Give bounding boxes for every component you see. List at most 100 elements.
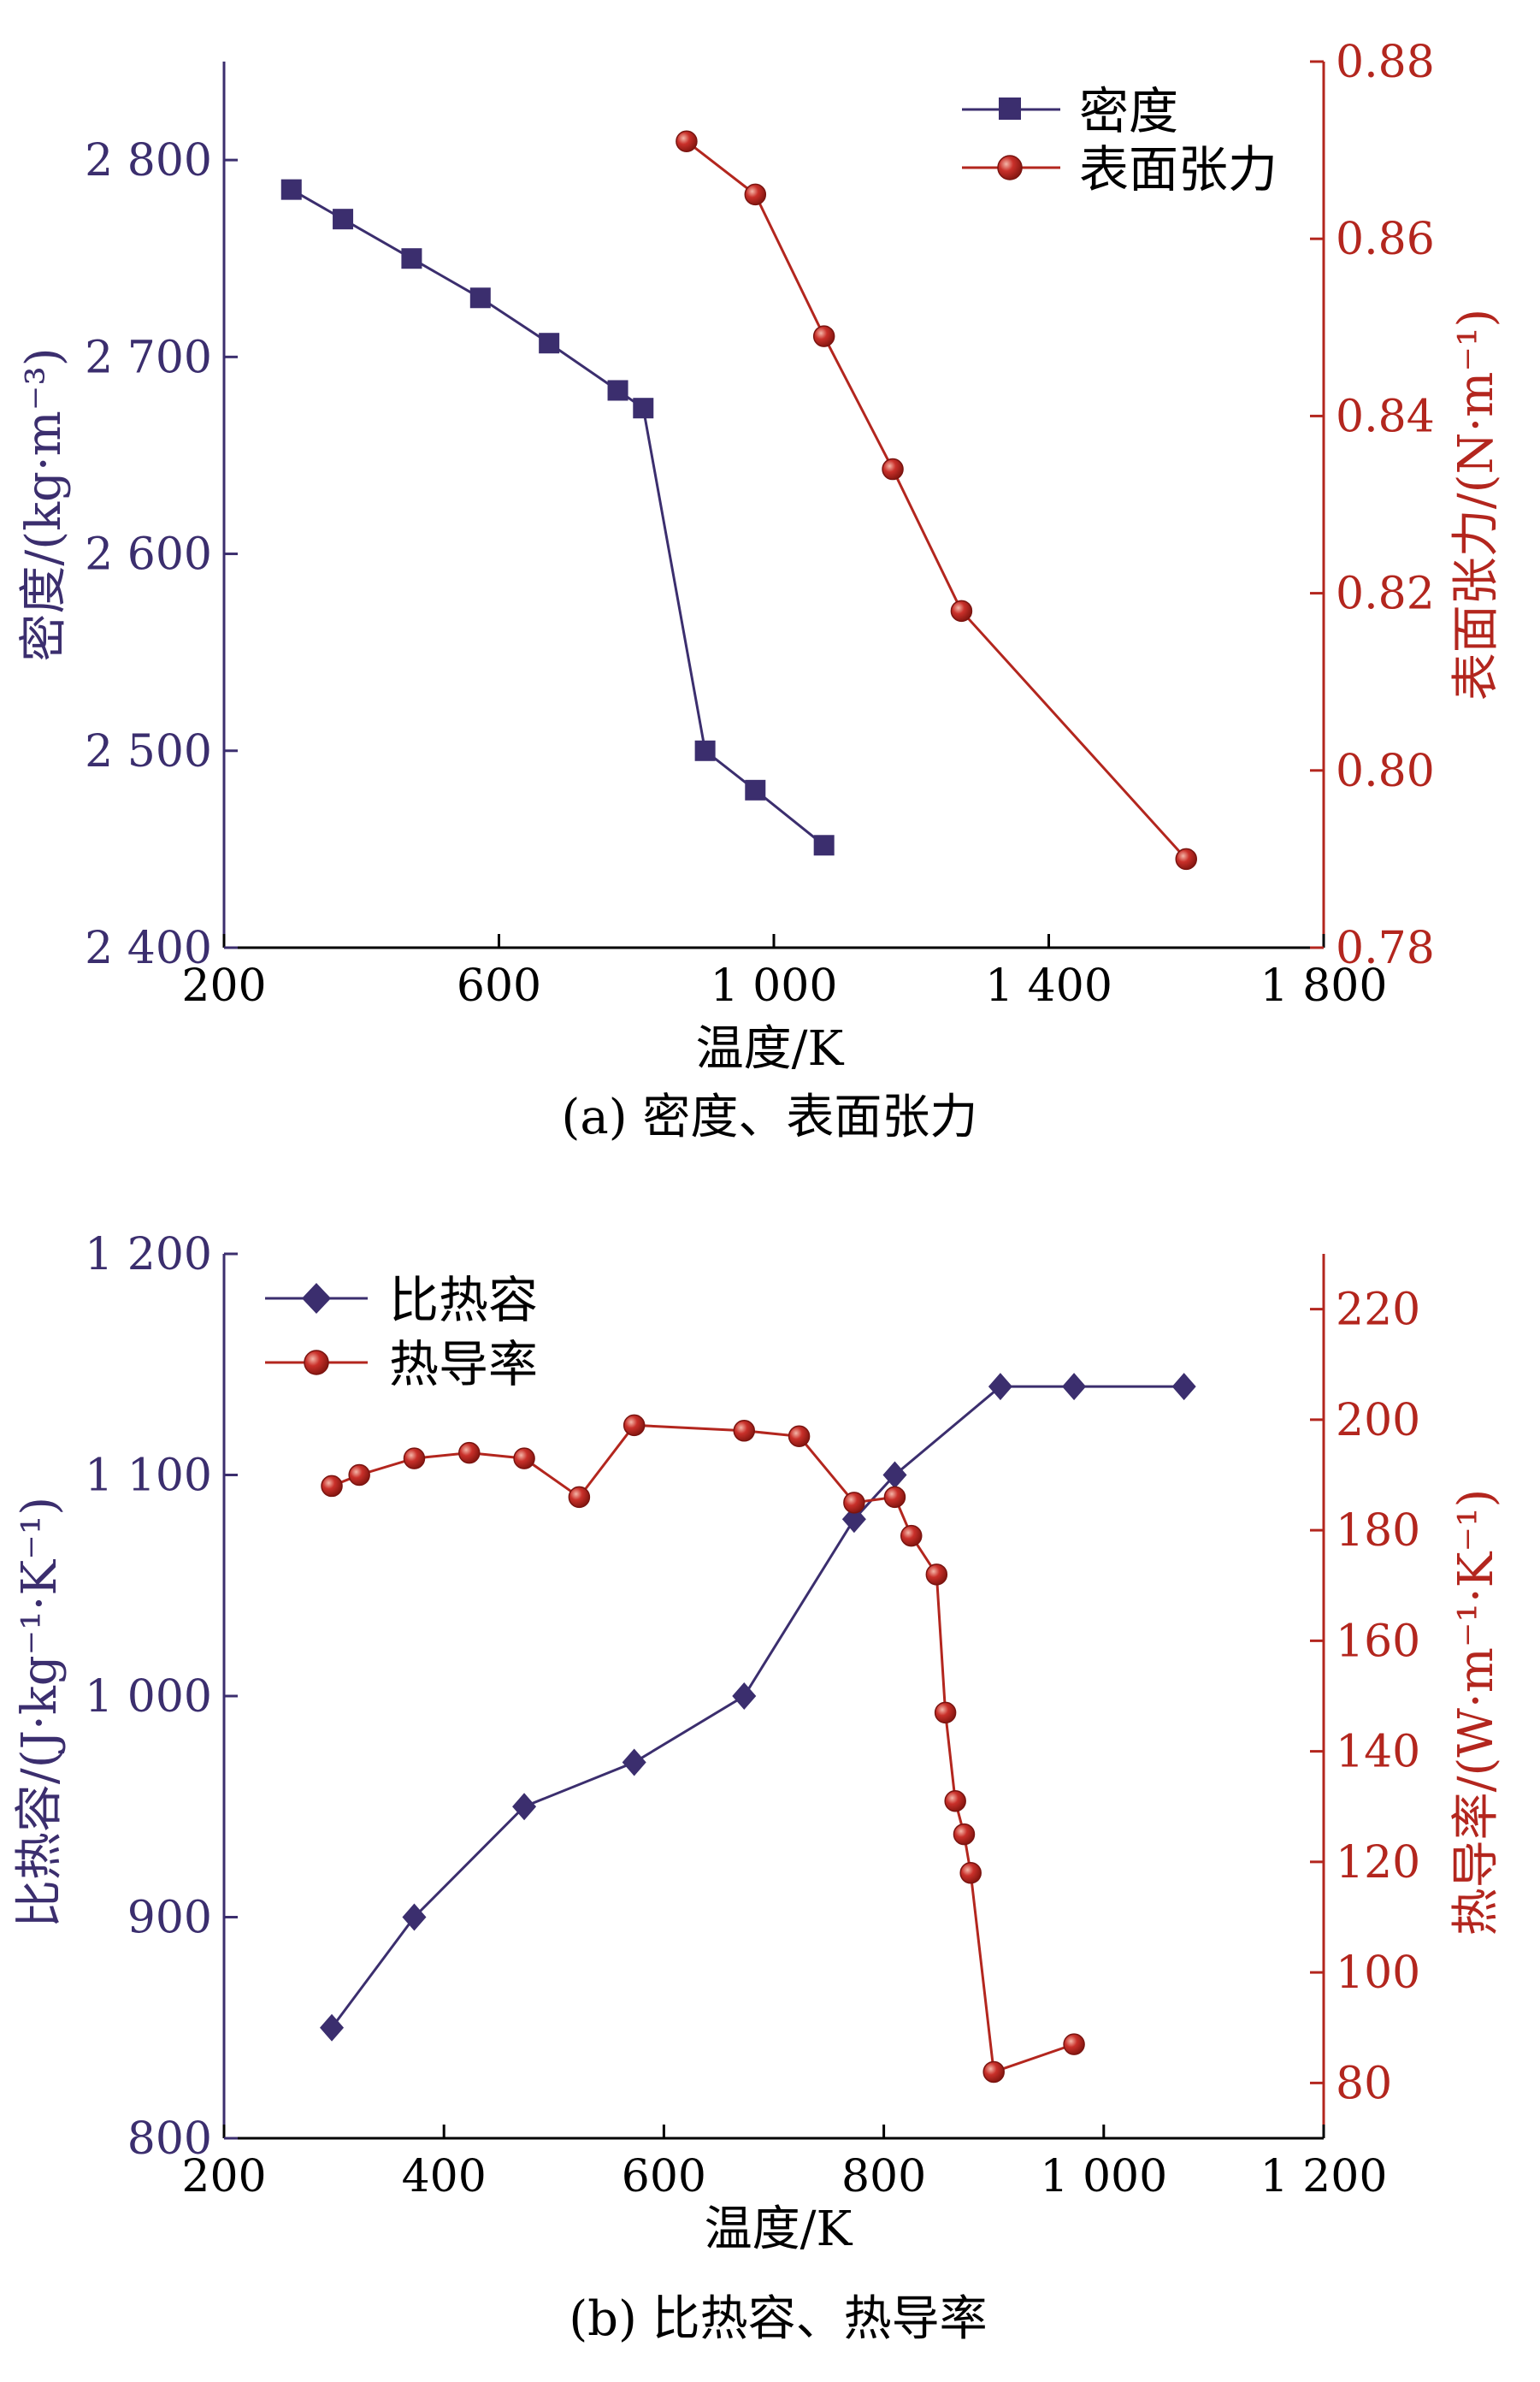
panel-a-ticks: 200 600 1 000 1 400 1 800 2 400 2 500 2 600 2 70…: [85, 37, 1435, 1012]
legend-specific-heat-marker: [302, 1283, 331, 1314]
series-line-比热容: [330, 1385, 1184, 2029]
panel-b-ylabel-right: 热导率/(W·m⁻¹·K⁻¹): [1449, 1489, 1504, 1936]
series-line-表面张力: [686, 140, 1188, 860]
data-point-密度: [694, 740, 716, 761]
legend-surface-tension-marker: [997, 155, 1023, 180]
data-point-热导率: [944, 1790, 966, 1812]
x-tick-label: 1 000: [711, 960, 838, 1012]
data-point-比热容: [1062, 1373, 1087, 1401]
legend-surface-tension-label: 表面张力: [1079, 140, 1277, 198]
panel-a-legend: 密度 表面张力: [962, 82, 1277, 198]
legend-density-label: 密度: [1079, 82, 1178, 140]
data-point-热导率: [733, 1420, 756, 1442]
y-right-tick-label: 0.84: [1336, 391, 1435, 442]
data-point-热导率: [883, 1486, 906, 1509]
x-tick-label: 1 800: [1260, 960, 1388, 1012]
data-point-热导率: [1063, 2033, 1085, 2055]
data-point-热导率: [622, 1414, 646, 1437]
y-left-tick-label: 1 000: [85, 1671, 212, 1723]
data-point-热导率: [959, 1862, 982, 1884]
data-point-热导率: [900, 1524, 923, 1547]
panel-b-caption: (b) 比热容、热导率: [569, 2291, 987, 2347]
x-tick-label: 600: [457, 960, 541, 1012]
data-point-表面张力: [676, 130, 698, 152]
data-point-热导率: [513, 1447, 535, 1469]
data-point-密度: [401, 248, 422, 269]
y-left-tick-label: 2 800: [85, 135, 212, 186]
y-right-tick-label: 0.86: [1336, 214, 1435, 265]
y-left-tick-label: 1 200: [85, 1229, 212, 1280]
y-left-tick-label: 2 600: [85, 529, 212, 581]
data-point-比热容: [320, 2013, 345, 2042]
y-right-tick-label: 220: [1336, 1285, 1420, 1336]
x-tick-label: 1 200: [1260, 2151, 1388, 2202]
y-right-tick-label: 80: [1336, 2058, 1392, 2109]
data-point-比热容: [882, 1461, 907, 1489]
data-point-比热容: [622, 1748, 646, 1776]
panel-b-series: [320, 1373, 1196, 2084]
x-tick-label: 1 400: [985, 960, 1112, 1012]
panel-a-caption: (a) 密度、表面张力: [562, 1090, 978, 1145]
y-left-tick-label: 1 100: [85, 1451, 212, 1502]
data-point-热导率: [788, 1425, 811, 1448]
data-point-表面张力: [1175, 848, 1197, 871]
x-tick-label: 600: [622, 2151, 706, 2202]
x-tick-label: 400: [402, 2151, 487, 2202]
x-tick-label: 1 000: [1040, 2151, 1167, 2202]
data-point-热导率: [934, 1701, 957, 1724]
data-point-比热容: [402, 1903, 427, 1931]
legend-thermal-conductivity-label: 热导率: [389, 1335, 538, 1393]
y-left-tick-label: 2 500: [85, 726, 212, 777]
data-point-密度: [469, 287, 491, 309]
data-point-密度: [607, 380, 628, 401]
x-tick-label: 800: [841, 2151, 926, 2202]
panel-b-xlabel: 温度/K: [705, 2202, 853, 2257]
y-left-tick-label: 900: [127, 1893, 212, 1944]
panel-b-ylabel-left: 比热容/(J·kg⁻¹·K⁻¹): [12, 1497, 68, 1928]
data-point-热导率: [953, 1823, 976, 1846]
y-left-tick-label: 800: [127, 2113, 212, 2165]
data-point-热导率: [568, 1486, 591, 1509]
y-right-tick-label: 180: [1336, 1505, 1420, 1557]
panel-b-legend: 比热容 热导率: [265, 1271, 538, 1393]
panel-a-xlabel: 温度/K: [696, 1021, 845, 1077]
y-left-tick-label: 2 700: [85, 332, 212, 383]
data-point-比热容: [512, 1793, 537, 1821]
data-point-热导率: [348, 1463, 370, 1487]
data-point-密度: [280, 179, 302, 200]
series-line-热导率: [331, 1423, 1075, 2074]
legend-specific-heat-label: 比热容: [389, 1271, 538, 1329]
y-right-tick-label: 160: [1336, 1616, 1420, 1667]
y-right-tick-label: 140: [1336, 1727, 1420, 1778]
data-point-表面张力: [744, 183, 767, 206]
panel-a-ylabel-left: 密度/(kg·m⁻³): [16, 347, 72, 661]
y-left-tick-label: 2 400: [85, 923, 212, 974]
y-right-tick-label: 120: [1336, 1837, 1420, 1888]
panel-b-specific-heat-thermal-conductivity: 200 400 600 800 1 000 1 200 800 900 1 000 1 100 1 …: [12, 1229, 1504, 2347]
data-point-密度: [633, 398, 654, 419]
y-right-tick-label: 100: [1336, 1948, 1420, 1999]
data-point-热导率: [925, 1563, 948, 1586]
data-point-密度: [745, 779, 766, 801]
data-point-比热容: [841, 1505, 866, 1534]
data-point-比热容: [1171, 1373, 1196, 1401]
data-point-热导率: [458, 1441, 481, 1464]
data-point-热导率: [321, 1475, 343, 1498]
data-point-表面张力: [950, 600, 973, 623]
x-tick-label: 200: [181, 960, 266, 1012]
data-point-比热容: [988, 1373, 1012, 1401]
y-right-tick-label: 0.80: [1336, 746, 1435, 797]
data-point-比热容: [732, 1682, 757, 1710]
data-point-热导率: [403, 1447, 426, 1469]
data-point-密度: [813, 835, 835, 856]
y-right-tick-label: 200: [1336, 1395, 1420, 1446]
panel-a-series: [280, 130, 1197, 871]
y-right-tick-label: 0.82: [1336, 569, 1435, 620]
panel-b-ticks: 200 400 600 800 1 000 1 200 800 900 1 000 1 100 1 …: [85, 1229, 1420, 2202]
data-point-密度: [539, 333, 560, 354]
data-point-表面张力: [812, 325, 835, 347]
data-point-密度: [333, 209, 354, 230]
data-point-热导率: [982, 2060, 1005, 2084]
series-line-密度: [291, 188, 825, 847]
